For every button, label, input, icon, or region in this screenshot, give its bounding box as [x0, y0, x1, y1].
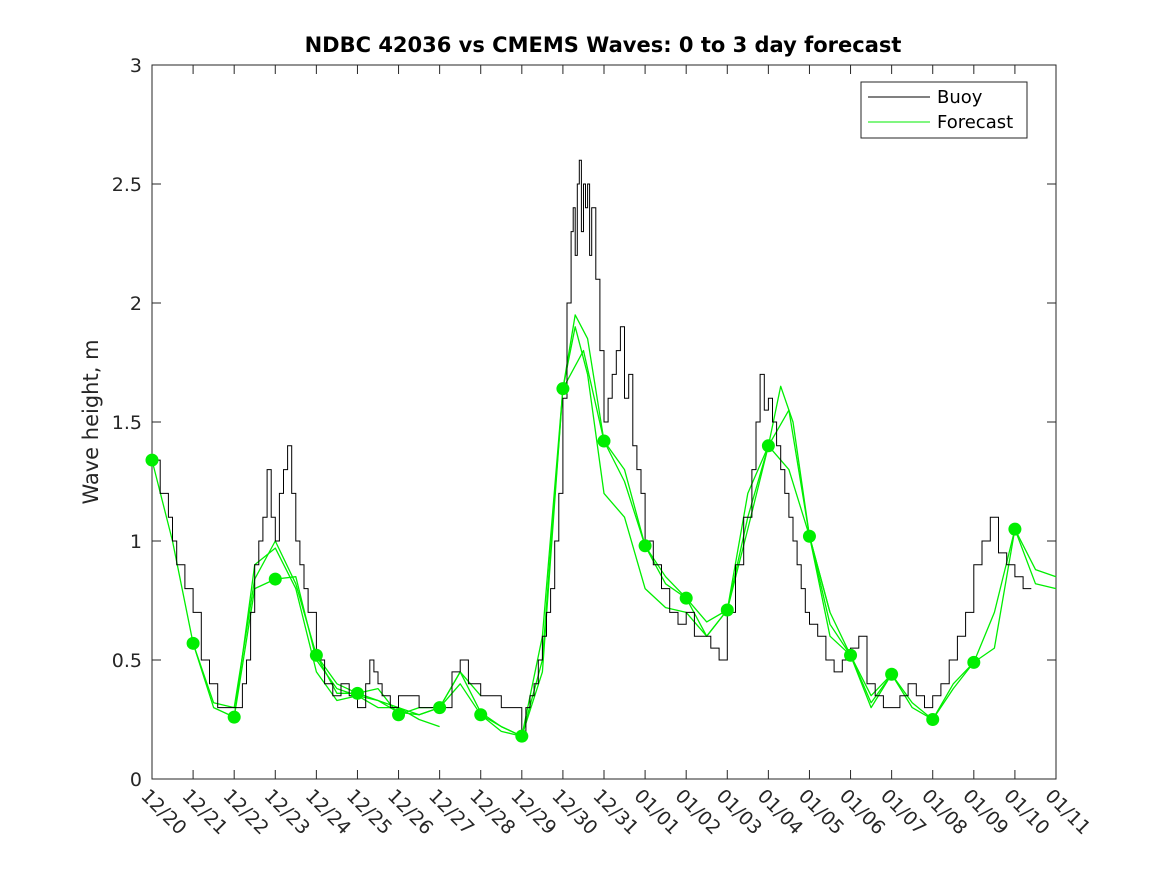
forecast-marker — [597, 434, 611, 448]
forecast-marker — [638, 539, 652, 553]
chart-title: NDBC 42036 vs CMEMS Waves: 0 to 3 day fo… — [305, 33, 902, 57]
forecast-marker — [515, 729, 529, 743]
forecast-marker — [761, 439, 775, 453]
forecast-markers — [145, 382, 1022, 743]
y-tick-label: 2 — [130, 293, 142, 315]
legend-buoy-label: Buoy — [937, 87, 983, 108]
buoy-line — [152, 159, 1032, 732]
buoy-series-group — [152, 159, 1032, 732]
forecast-line-7 — [685, 409, 1057, 721]
y-tick-label: 1.5 — [112, 412, 142, 434]
forecast-marker — [679, 591, 693, 605]
legend-box — [860, 81, 1028, 139]
y-tick-label: 1 — [130, 531, 142, 553]
forecast-marker — [227, 710, 241, 724]
y-tick-label: 2.5 — [112, 174, 142, 196]
legend-forecast-label: Forecast — [937, 112, 1013, 133]
y-tick-label: 0 — [130, 769, 142, 791]
forecast-marker — [844, 648, 858, 662]
forecast-marker — [145, 453, 159, 467]
forecast-marker — [309, 648, 323, 662]
forecast-marker — [474, 708, 488, 722]
y-tick-label: 0.5 — [112, 650, 142, 672]
y-axis-label: Wave height, m — [79, 339, 103, 504]
forecast-line-4 — [315, 314, 687, 737]
forecast-marker — [350, 686, 364, 700]
forecast-marker — [186, 636, 200, 650]
forecast-marker — [967, 655, 981, 669]
y-axis: 0 0.5 1 1.5 2 2.5 3 — [112, 55, 1056, 791]
forecast-marker — [268, 572, 282, 586]
forecast-marker — [1008, 522, 1022, 536]
forecast-marker — [802, 529, 816, 543]
forecast-line-6 — [562, 349, 893, 704]
forecast-marker — [885, 667, 899, 681]
y-tick-label: 3 — [130, 55, 142, 77]
forecast-marker — [433, 701, 447, 715]
forecast-marker — [720, 603, 734, 617]
forecast-marker — [926, 713, 940, 726]
legend: Buoy Forecast — [860, 81, 1028, 139]
forecast-marker — [392, 708, 406, 722]
forecast-marker — [556, 382, 570, 396]
